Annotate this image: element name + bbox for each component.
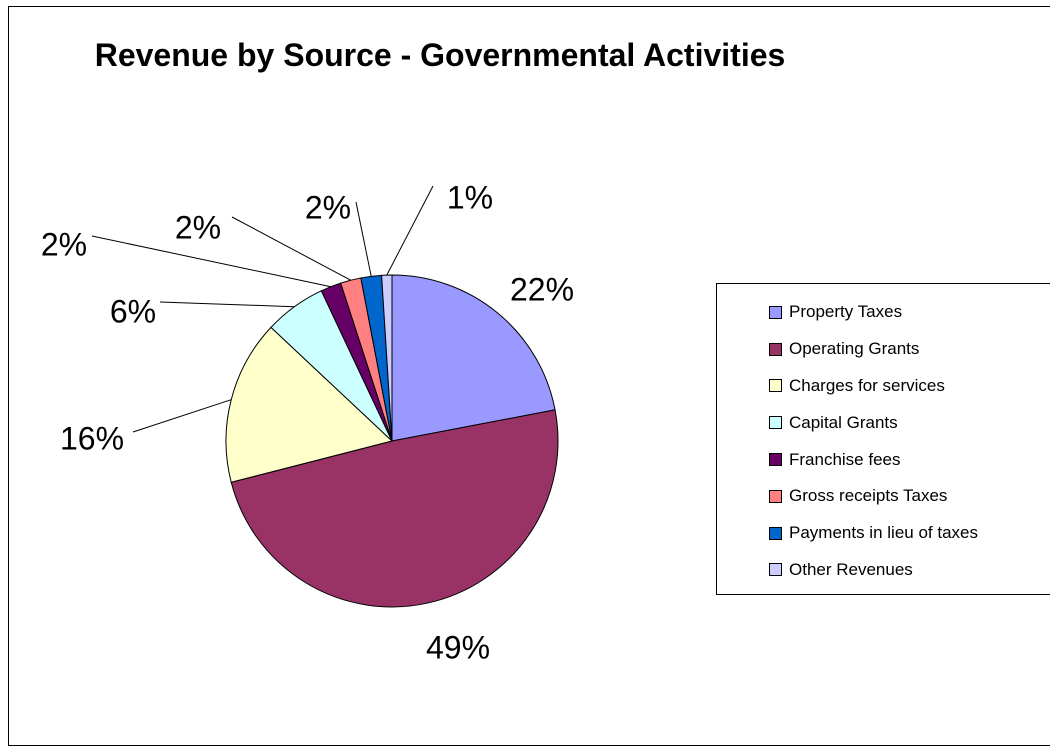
data-label-charges-for-services: 16% (60, 420, 124, 456)
legend-label: Gross receipts Taxes (789, 486, 948, 506)
pie-slice-charges-for-services (225, 326, 394, 483)
legend-label: Property Taxes (789, 302, 903, 322)
legend-swatch (769, 453, 782, 467)
legend-item-property-taxes: Property Taxes (717, 294, 1050, 331)
leader-line-franchise-fees (91, 235, 332, 288)
legend-item-payments-in-lieu-of-taxes: Payments in lieu of taxes (717, 515, 1050, 552)
data-label-franchise-fees: 2% (41, 226, 87, 262)
legend-label: Operating Grants (789, 339, 920, 359)
legend-swatch (769, 342, 782, 356)
leader-line-charges-for-services (132, 399, 232, 433)
legend-item-gross-receipts-taxes: Gross receipts Taxes (717, 478, 1050, 515)
legend-swatch (769, 305, 782, 319)
pie-slice-property-taxes (391, 274, 556, 442)
legend-item-capital-grants: Capital Grants (717, 404, 1050, 441)
leader-line-payments-in-lieu-of-taxes (355, 201, 372, 277)
leader-line-gross-receipts-taxes (231, 216, 351, 281)
data-label-gross-receipts-taxes: 2% (175, 209, 221, 245)
data-label-other-revenues: 1% (447, 179, 493, 215)
legend-label: Charges for services (789, 375, 945, 395)
legend-swatch (769, 416, 782, 430)
legend-item-franchise-fees: Franchise fees (717, 441, 1050, 478)
legend-label: Other Revenues (789, 559, 913, 579)
legend-item-charges-for-services: Charges for services (717, 368, 1050, 405)
legend-swatch (769, 563, 782, 577)
data-label-capital-grants: 6% (110, 293, 156, 329)
legend-item-other-revenues: Other Revenues (717, 552, 1050, 589)
legend-swatch (769, 526, 782, 540)
legend-swatch (769, 379, 782, 393)
legend-label: Payments in lieu of taxes (789, 523, 978, 543)
leader-line-capital-grants (159, 301, 295, 308)
pie-slice-operating-grants (230, 409, 559, 608)
legend-label: Franchise fees (789, 449, 901, 469)
data-label-operating-grants: 49% (426, 629, 490, 665)
chart-title: Revenue by Source - Governmental Activit… (94, 37, 786, 73)
data-label-property-taxes: 22% (510, 271, 574, 307)
leader-line-other-revenues (386, 185, 434, 276)
legend: Property Taxes Operating Grants Charges fo… (716, 283, 1050, 595)
legend-swatch (769, 489, 782, 503)
legend-label: Capital Grants (789, 412, 898, 432)
legend-item-operating-grants: Operating Grants (717, 331, 1050, 368)
data-label-payments-in-lieu-of-taxes: 2% (305, 189, 351, 225)
